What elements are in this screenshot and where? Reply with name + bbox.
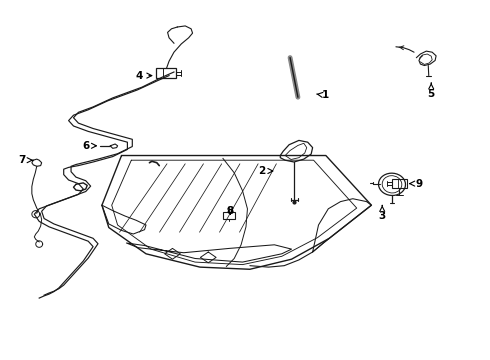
Text: 2: 2	[259, 166, 273, 176]
Text: 1: 1	[317, 90, 329, 100]
Text: 6: 6	[82, 141, 97, 151]
Text: 9: 9	[410, 179, 422, 189]
Text: 7: 7	[18, 155, 32, 165]
Text: 8: 8	[227, 206, 234, 216]
Text: 5: 5	[428, 83, 435, 99]
Text: 3: 3	[379, 206, 386, 221]
Text: 4: 4	[136, 71, 152, 81]
